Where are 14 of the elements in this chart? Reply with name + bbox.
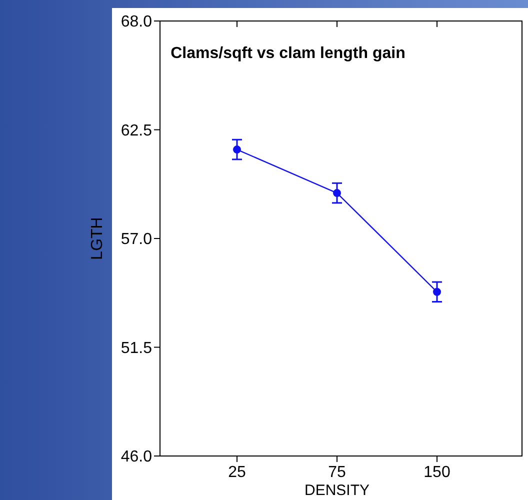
x-tick-label: 150 [424, 464, 450, 481]
y-tick-label: 62.5 [120, 122, 152, 140]
point [433, 288, 441, 296]
point [233, 146, 241, 154]
point [333, 189, 341, 198]
text: Clams/sqft vs clam length gain [170, 45, 406, 62]
y-tick-label: 57.0 [120, 231, 152, 248]
y-tick-label: 46.0 [120, 448, 152, 466]
x-axis-title: DENSITY [304, 482, 370, 499]
x-tick-label: 25 [228, 464, 246, 481]
y-tick-label: 68.0 [120, 14, 152, 31]
y-tick-label: 51.5 [120, 340, 152, 357]
x-tick-label: 75 [328, 464, 346, 481]
y-axis-title: LGTH [89, 217, 106, 260]
